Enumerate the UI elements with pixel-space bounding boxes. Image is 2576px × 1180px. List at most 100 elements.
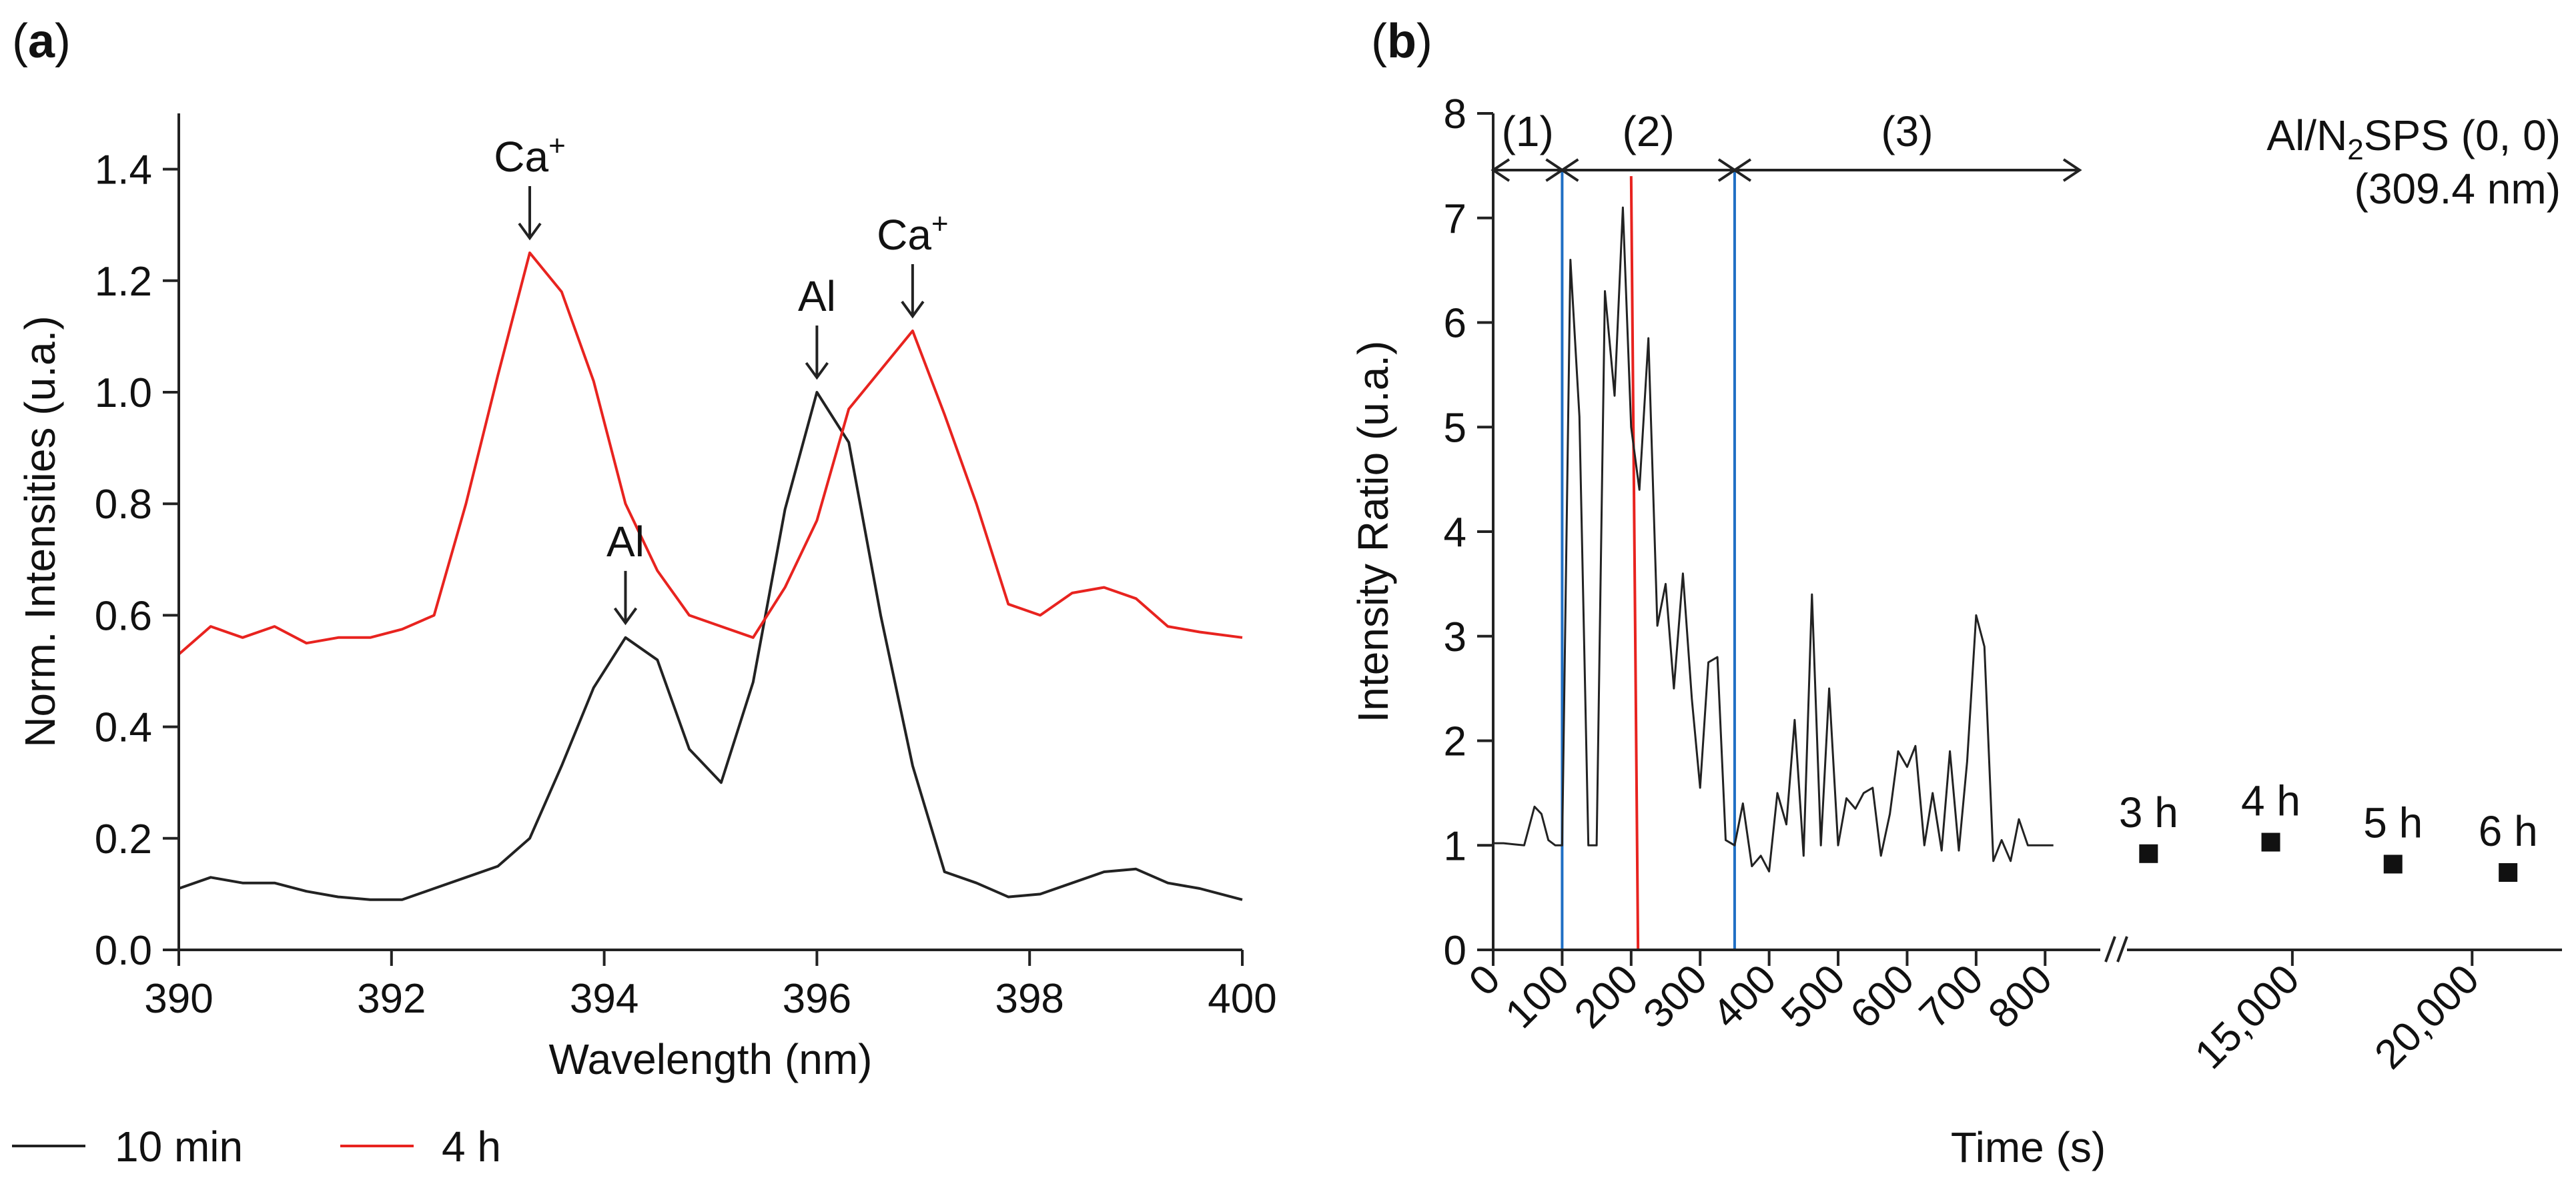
annotation-label: Al [798, 272, 836, 320]
panel-b-xtick-label: 300 [1635, 956, 1716, 1037]
panel-b-xtick-label: 800 [1980, 956, 2061, 1037]
point-marker [2499, 863, 2518, 882]
panel-b-point-6h: 6 h [2479, 807, 2538, 882]
panel-b-xtick-label-wrap: 100 [1496, 956, 1578, 1037]
annotation-label: Ca+ [877, 207, 949, 259]
panel-b-ytick-label: 5 [1444, 405, 1466, 451]
panel-b-red-marker-line [1629, 176, 1640, 951]
panel-b-xtick-label: 700 [1911, 956, 1992, 1037]
panel-b-ytick-label: 8 [1444, 91, 1466, 137]
panel-b-label: (b) [1371, 15, 1432, 68]
annotation-label: Al [606, 518, 645, 566]
point-marker [2383, 854, 2403, 874]
region-arrow-head-left [1732, 158, 1752, 182]
panel-b-point-5h: 5 h [2363, 798, 2423, 874]
panel-a-annotation-al: Al [606, 518, 645, 626]
panel-a-y-ticks: 0.0 0.2 0.4 0.6 0.8 1.0 1.2 1.4 [95, 147, 179, 974]
point-marker [2261, 832, 2280, 852]
panel-b-ytick-label: 3 [1444, 614, 1466, 660]
panel-b-title-pre: Al/N [2266, 111, 2347, 159]
annotation-label: Ca+ [494, 129, 566, 181]
panel-b-xtick-label-wrap: 500 [1773, 956, 1854, 1037]
point-label: 5 h [2363, 798, 2423, 846]
panel-a-series-10min-line [178, 391, 1243, 901]
panel-a-xtick-label: 396 [783, 976, 851, 1022]
legend-10min-label: 10 min [115, 1123, 243, 1171]
panel-a-xtick-label: 398 [995, 976, 1063, 1022]
panel-a-ytick-label: 0.4 [95, 705, 152, 751]
panel-b-xtick-label: 100 [1496, 956, 1578, 1037]
panel-b-xtick-label-wrap: 400 [1704, 956, 1785, 1037]
panel-a-label: (a) [12, 15, 71, 68]
panel-a-ytick-label: 1.0 [95, 370, 152, 416]
annotation-arrow-head [518, 222, 542, 241]
annotation-arrow-head [613, 607, 638, 626]
point-label: 4 h [2241, 777, 2300, 825]
panel-a-ytick-label: 1.4 [95, 147, 152, 193]
point-marker [2139, 844, 2158, 863]
panel-a-ytick-label: 1.2 [95, 259, 152, 305]
panel-b-ytick-label: 1 [1444, 823, 1466, 869]
panel-b-xtick-label: 500 [1773, 956, 1854, 1037]
panel-b-ytick-label: 2 [1444, 719, 1466, 765]
panel-b-title-sub: 2 [2347, 133, 2363, 166]
panel-b-xtick-label: 20,000 [2366, 956, 2488, 1078]
panel-b-y-axis-title: Intensity Ratio (u.a.) [1349, 341, 1397, 723]
annotation-arrow-head [901, 300, 925, 319]
panel-b-xtick-label-wrap: 700 [1911, 956, 1992, 1037]
panel-a-plot-area [177, 251, 1243, 901]
panel-b-y-ticks: 0 1 2 3 4 5 6 7 8 [1444, 91, 1493, 974]
axis-break-marker [2104, 936, 2128, 963]
point-label: 6 h [2479, 807, 2538, 855]
panel-b-xtick-label-wrap: 200 [1566, 956, 1647, 1037]
panel-a-letter: a [28, 15, 55, 68]
panel-a-x-ticks: 390 392 394 396 398 400 [144, 950, 1277, 1022]
panel-a-xtick-label: 390 [144, 976, 213, 1022]
region-label: (1) [1502, 107, 1554, 155]
panel-a-y-axis-title: Norm. Intensities (u.a.) [16, 316, 64, 747]
panel-a-ytick-label: 0.2 [95, 816, 152, 862]
region-arrow-head-left [1490, 158, 1511, 182]
panel-b-region-1: (1) [1490, 107, 1565, 182]
panel-b-region-3: (3) [1732, 107, 2082, 182]
legend: 10 min 4 h [12, 1123, 501, 1171]
panel-b-xtick-label-wrap: 300 [1635, 956, 1716, 1037]
panel-a-xtick-label: 400 [1208, 976, 1276, 1022]
panel-a-xtick-label: 392 [357, 976, 426, 1022]
panel-a-annotations: Ca+ Ca+ Al Al [494, 129, 949, 626]
panel-b-points: 3 h 4 h 5 h 6 h [2119, 777, 2538, 882]
panel-b-xtick-label: 600 [1841, 956, 1923, 1037]
legend-4h-label: 4 h [442, 1123, 501, 1171]
panel-a: (a) 0.00.20.40.60.81.01.21.4 390 392 394 39… [12, 15, 1277, 1171]
panel-b-intensity-line [1493, 206, 2054, 872]
panel-b-xtick-label-wrap: 15,000 [2186, 956, 2308, 1078]
panel-b-ytick-label: 0 [1444, 928, 1466, 974]
panel-b-ytick-label: 7 [1444, 196, 1466, 242]
panel-b-xtick-label-wrap: 0 [1460, 956, 1509, 1005]
panel-b-xtick-label: 400 [1704, 956, 1785, 1037]
panel-b-xtick-label-wrap: 20,000 [2366, 956, 2488, 1078]
region-label: (2) [1623, 107, 1675, 155]
panel-b-point-4h: 4 h [2241, 777, 2300, 852]
region-label: (3) [1881, 107, 1933, 155]
region-arrow-head-left [1559, 158, 1579, 182]
panel-b-xtick-label: 0 [1460, 956, 1509, 1005]
panel-b-point-3h: 3 h [2119, 788, 2178, 863]
region-arrow-head-right [2062, 158, 2082, 182]
panel-b-ytick-label: 6 [1444, 301, 1466, 347]
panel-a-x-axis-title: Wavelength (nm) [549, 1035, 873, 1083]
panel-b-letter: b [1387, 15, 1416, 68]
panel-a-ytick-label: 0.0 [95, 928, 152, 974]
panel-a-annotation-al: Al [798, 272, 836, 380]
panel-b-regions: (1) (2) (3) [1490, 107, 2082, 182]
annotation-arrow-head [805, 362, 829, 380]
panel-b-subtitle: (309.4 nm) [2354, 165, 2561, 213]
panel-b-region-2: (2) [1559, 107, 1737, 182]
panel-b-xtick-label-wrap: 600 [1841, 956, 1923, 1037]
panel-b-title-post: SPS (0, 0) [2364, 111, 2561, 159]
panel-b-plot-area [1493, 170, 2054, 951]
panel-a-ytick-label: 0.6 [95, 593, 152, 639]
panel-a-ytick-label: 0.8 [95, 482, 152, 528]
